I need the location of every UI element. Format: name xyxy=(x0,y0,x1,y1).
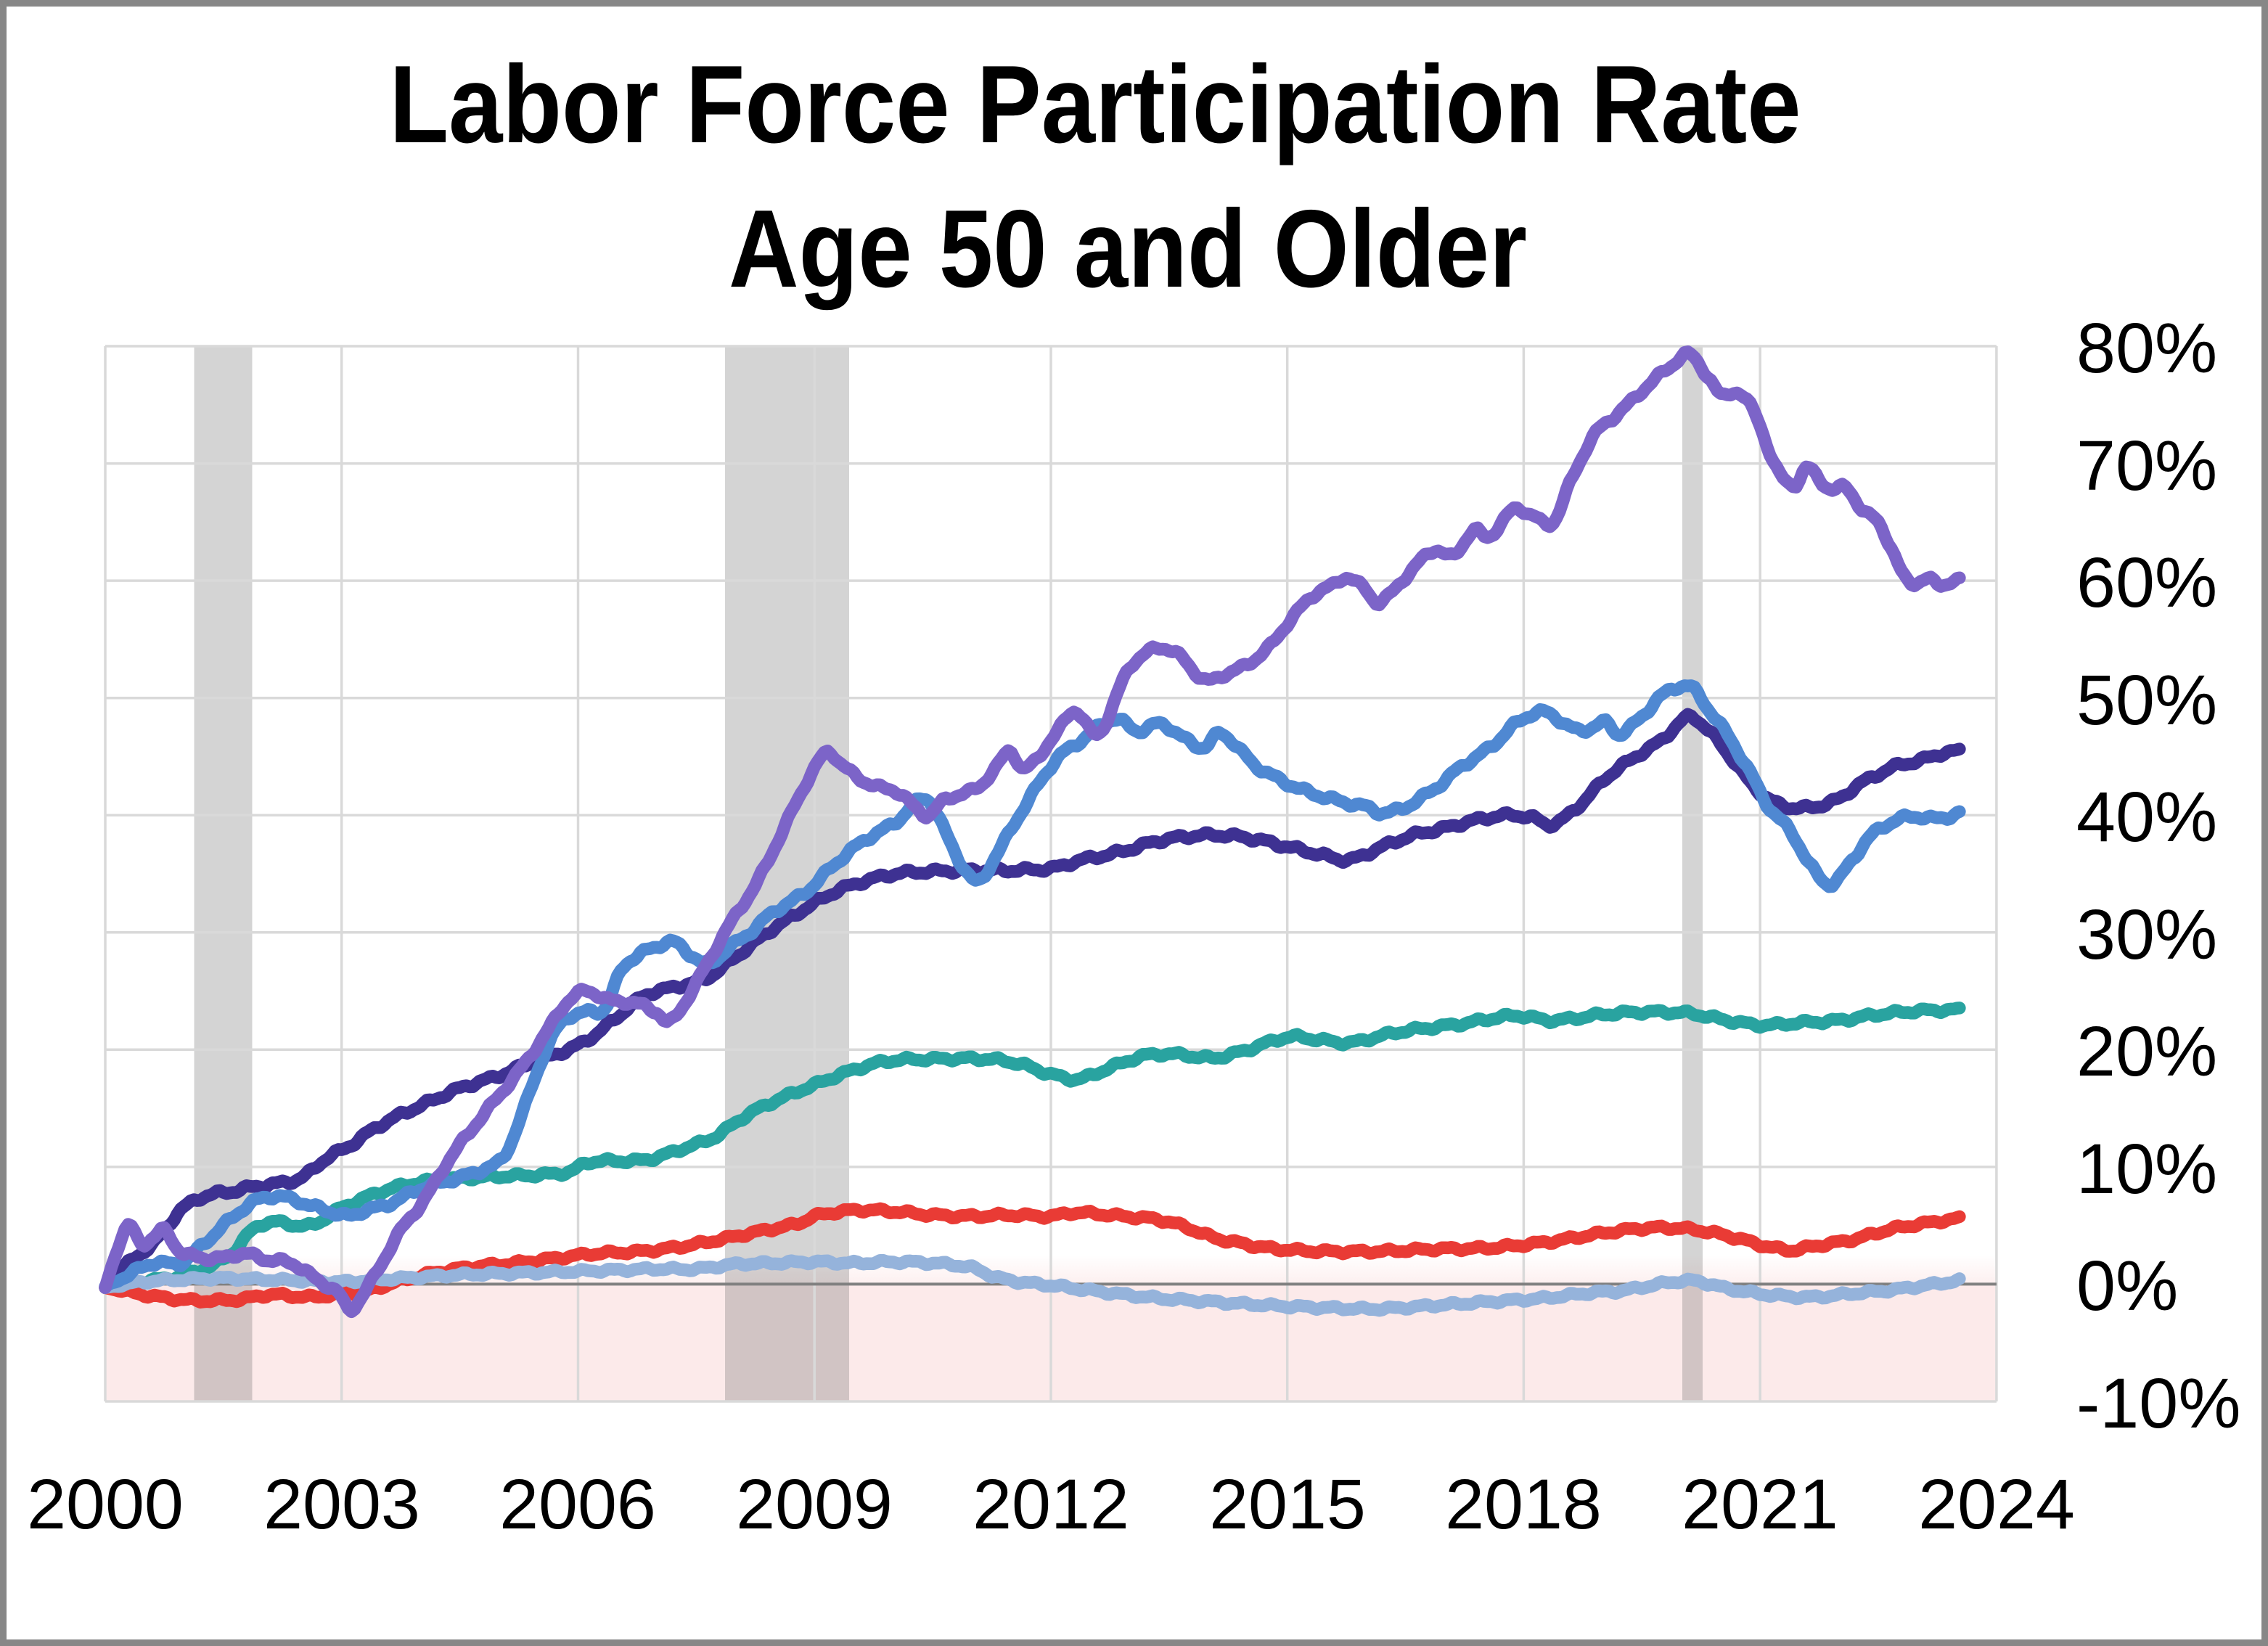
svg-text:2009: 2009 xyxy=(736,1465,893,1544)
svg-text:2024: 2024 xyxy=(1918,1465,2075,1544)
svg-text:50%: 50% xyxy=(2076,660,2217,740)
svg-text:10%: 10% xyxy=(2076,1129,2217,1208)
svg-text:30%: 30% xyxy=(2076,895,2217,974)
svg-text:80%: 80% xyxy=(2076,308,2217,388)
svg-text:60%: 60% xyxy=(2076,543,2217,622)
svg-text:2015: 2015 xyxy=(1209,1465,1366,1544)
svg-text:70%: 70% xyxy=(2076,426,2217,505)
svg-text:20%: 20% xyxy=(2076,1012,2217,1091)
svg-text:Age 50 and Older: Age 50 and Older xyxy=(729,187,1527,311)
svg-text:40%: 40% xyxy=(2076,777,2217,856)
svg-text:2021: 2021 xyxy=(1682,1465,1838,1544)
svg-text:2000: 2000 xyxy=(27,1465,184,1544)
svg-text:Labor Force Participation Rate: Labor Force Participation Rate xyxy=(390,43,1801,166)
svg-text:2003: 2003 xyxy=(263,1465,420,1544)
svg-text:-10%: -10% xyxy=(2076,1364,2240,1443)
svg-text:2006: 2006 xyxy=(499,1465,656,1544)
svg-text:0%: 0% xyxy=(2076,1246,2178,1325)
svg-text:2018: 2018 xyxy=(1445,1465,1602,1544)
svg-text:2012: 2012 xyxy=(973,1465,1129,1544)
